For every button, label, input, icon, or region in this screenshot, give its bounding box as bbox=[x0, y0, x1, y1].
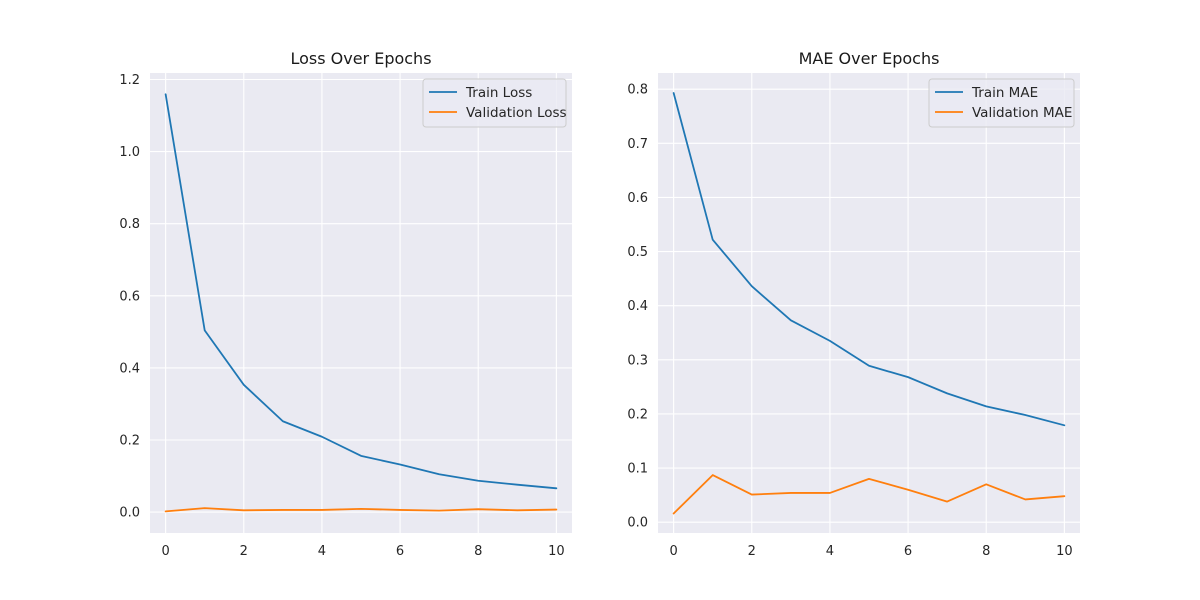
mae-plot-area bbox=[658, 73, 1080, 533]
mae-y-tick-label: 0.1 bbox=[627, 462, 648, 477]
mae-series-line-0 bbox=[672, 92, 1066, 427]
loss-y-tick-label: 0.4 bbox=[119, 361, 140, 376]
mae-y-tick-label: 0.3 bbox=[627, 353, 648, 368]
mae-x-tick-label: 4 bbox=[826, 544, 834, 559]
mae-x-tick-label: 10 bbox=[1056, 544, 1073, 559]
loss-series-line-0 bbox=[164, 93, 558, 490]
loss-plot-area bbox=[150, 73, 572, 533]
loss-y-tick-label: 0.0 bbox=[119, 506, 140, 521]
mae-legend-label-0: Train MAE bbox=[971, 85, 1038, 101]
mae-y-tick-label: 0.0 bbox=[627, 516, 648, 531]
mae-legend-label-1: Validation MAE bbox=[972, 105, 1072, 121]
loss-y-tick-label: 0.6 bbox=[119, 289, 140, 304]
mae-x-tick-label: 8 bbox=[982, 544, 990, 559]
loss-y-tick-label: 1.2 bbox=[119, 73, 140, 88]
mae-x-tick-label: 6 bbox=[904, 544, 912, 559]
loss-legend bbox=[422, 78, 567, 128]
mae-y-tick-label: 0.8 bbox=[627, 83, 648, 98]
mae-series-line-1 bbox=[672, 474, 1066, 515]
loss-y-tick-label: 1.0 bbox=[119, 145, 140, 160]
loss-x-tick-label: 2 bbox=[240, 544, 248, 559]
mae-chart-title: MAE Over Epochs bbox=[799, 49, 940, 68]
mae-chart: 0 2 4 6 8 10 0.0 0.1 0.2 0.3 0.4 0.5 0.6 0.7 0.8 MAE Ov… bbox=[627, 49, 1080, 559]
loss-x-tick-label: 0 bbox=[161, 544, 169, 559]
loss-y-tick-label: 0.2 bbox=[119, 433, 140, 448]
loss-x-tick-label: 8 bbox=[474, 544, 482, 559]
mae-x-tick-label: 0 bbox=[669, 544, 677, 559]
mae-y-tick-label: 0.2 bbox=[627, 407, 648, 422]
loss-x-tick-label: 4 bbox=[318, 544, 326, 559]
loss-legend-label-1: Validation Loss bbox=[466, 105, 567, 121]
mae-x-tick-label: 2 bbox=[748, 544, 756, 559]
loss-series-line-1 bbox=[164, 507, 558, 513]
mae-y-tick-label: 0.7 bbox=[627, 137, 648, 152]
mae-y-tick-label: 0.4 bbox=[627, 299, 648, 314]
loss-chart-title: Loss Over Epochs bbox=[290, 49, 431, 68]
loss-y-tick-label: 0.8 bbox=[119, 217, 140, 232]
loss-legend-label-0: Train Loss bbox=[465, 85, 532, 101]
mae-y-tick-label: 0.5 bbox=[627, 245, 648, 260]
loss-chart: 0 2 4 6 8 10 0.0 0.2 0.4 0.6 0.8 1.0 1.2 Loss Over Ep… bbox=[119, 49, 572, 559]
mae-legend bbox=[928, 78, 1075, 128]
loss-x-tick-label: 6 bbox=[396, 544, 404, 559]
loss-x-tick-label: 10 bbox=[548, 544, 565, 559]
mae-y-tick-label: 0.6 bbox=[627, 191, 648, 206]
